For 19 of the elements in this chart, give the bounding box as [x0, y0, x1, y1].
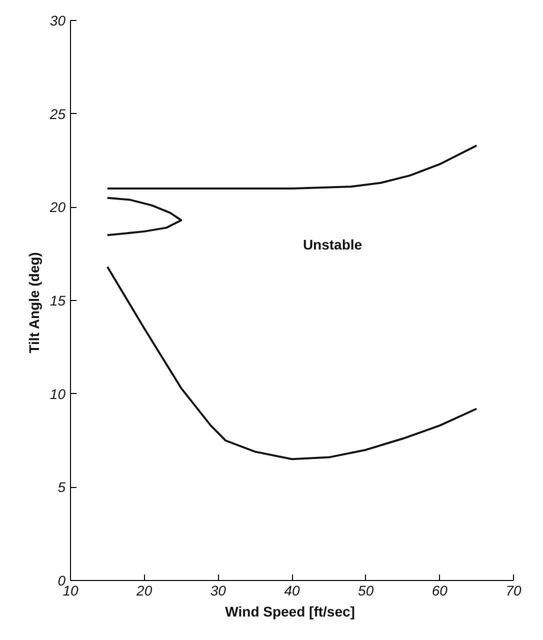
x-axis-title: Wind Speed [ft/sec]	[225, 604, 355, 620]
y-tick-label: 25	[48, 106, 66, 122]
y-axis-title: Tilt Angle (deg)	[26, 252, 42, 354]
line-series	[106, 144, 478, 190]
x-tick-label: 30	[210, 582, 226, 598]
x-tick-label: 70	[506, 582, 522, 598]
y-tick-label: 20	[48, 199, 66, 216]
line-series	[106, 196, 182, 236]
y-tick-label: 5	[58, 479, 66, 496]
x-tick-label: 40	[284, 582, 300, 598]
y-tick-label: 0	[58, 572, 66, 588]
line-series	[106, 266, 478, 460]
x-tick-label: 50	[358, 582, 374, 598]
y-tick-label: 15	[50, 292, 66, 308]
y-tick-label: 10	[50, 386, 66, 402]
y-tick-label: 30	[50, 12, 66, 28]
annotation: Unstable	[302, 236, 362, 252]
x-tick-label: 60	[432, 582, 448, 598]
x-tick-label: 20	[136, 582, 152, 598]
